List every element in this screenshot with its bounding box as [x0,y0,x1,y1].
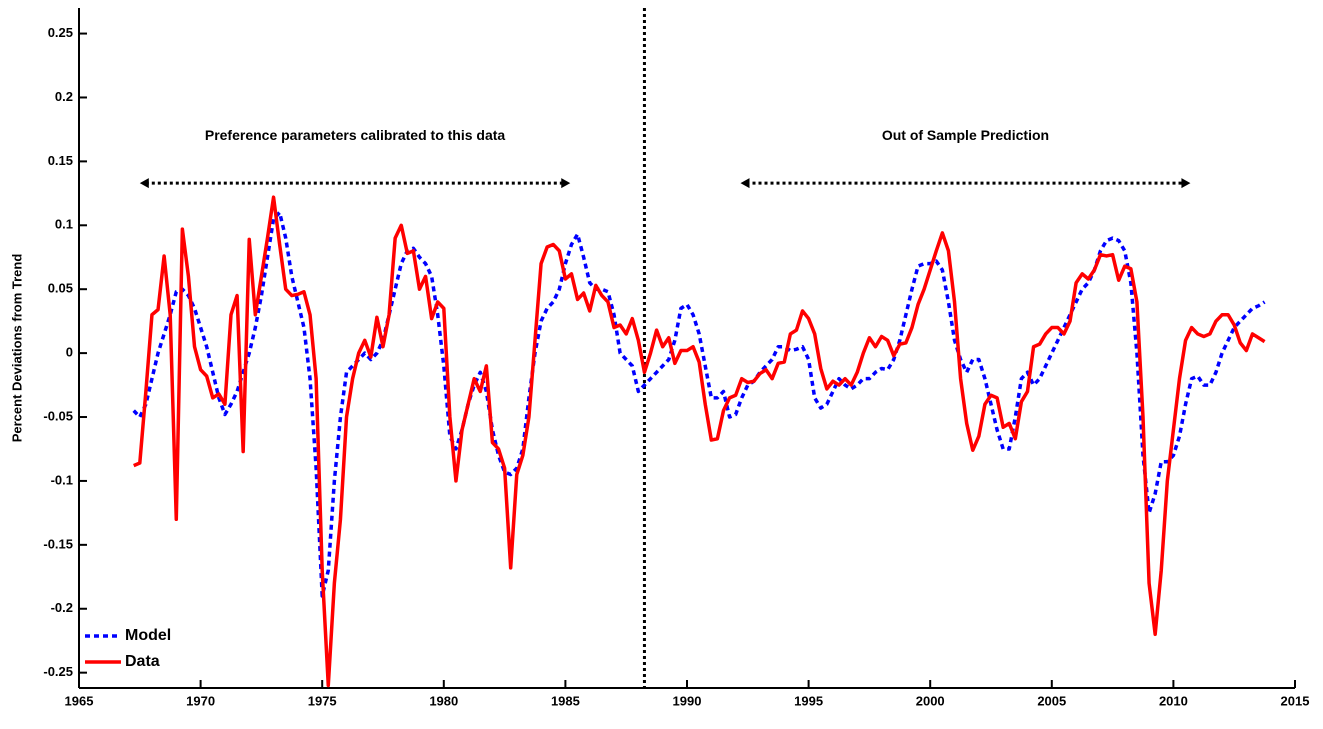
x-tick-label: 1965 [65,693,94,708]
x-tick-label: 1975 [308,693,337,708]
y-tick-label: -0.1 [51,472,73,487]
y-tick-label: -0.15 [43,536,73,551]
y-tick-label: 0.1 [55,217,73,232]
x-tick-label: 2015 [1281,693,1310,708]
y-tick-label: 0 [66,345,73,360]
x-tick-label: 1985 [551,693,580,708]
y-tick-label: 0.2 [55,89,73,104]
legend-label: Data [125,653,160,670]
y-tick-label: 0.25 [48,25,73,40]
x-tick-label: 1990 [673,693,702,708]
series-line [133,195,1266,688]
arrow-head [740,178,750,189]
annotation-text: Preference parameters calibrated to this… [205,127,506,143]
arrow-head [139,178,149,189]
x-tick-label: 1980 [429,693,458,708]
y-tick-label: -0.2 [51,600,73,615]
x-tick-label: 1970 [186,693,215,708]
arrow-head [561,178,571,189]
y-axis-label: Percent Deviations from Trend [9,254,24,443]
y-tick-label: -0.25 [43,664,73,679]
x-tick-label: 1995 [794,693,823,708]
x-tick-label: 2000 [916,693,945,708]
arrow-head [1181,178,1191,189]
x-tick-label: 2005 [1037,693,1066,708]
y-tick-label: 0.05 [48,281,73,296]
x-tick-label: 2010 [1159,693,1188,708]
y-tick-label: -0.05 [43,408,73,423]
y-tick-label: 0.15 [48,153,73,168]
legend-label: Model [125,627,171,644]
annotation-text: Out of Sample Prediction [882,127,1049,143]
